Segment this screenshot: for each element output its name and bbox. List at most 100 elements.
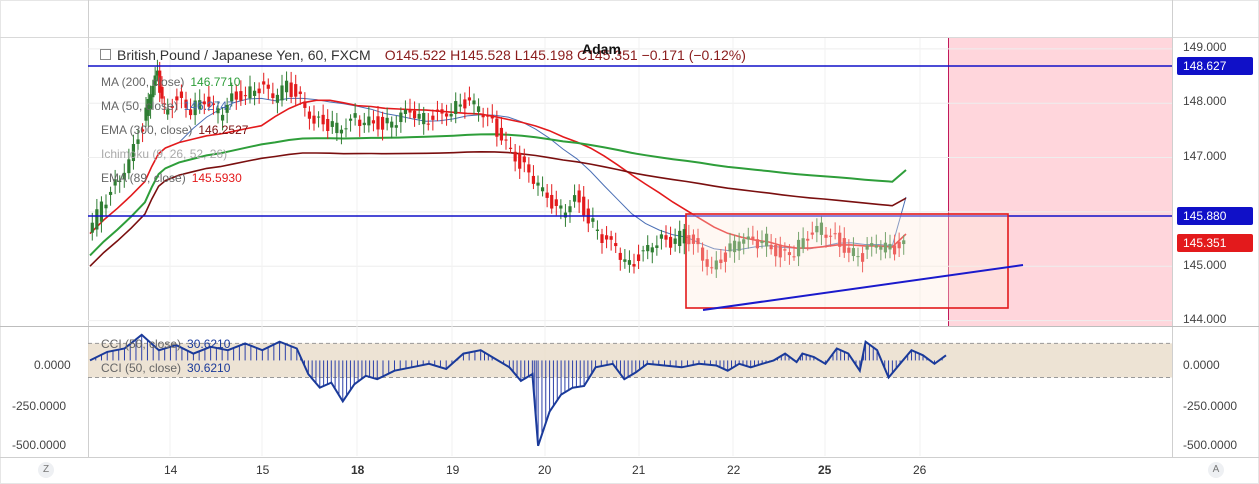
candle <box>527 157 531 183</box>
candle <box>239 80 243 106</box>
candle <box>531 165 536 190</box>
support-trendline[interactable] <box>702 264 1024 311</box>
candle <box>155 59 160 81</box>
indicator-ema300[interactable]: EMA (300, close) 146.2527 <box>101 123 249 137</box>
candle <box>202 93 206 115</box>
candle <box>641 245 645 262</box>
candle <box>118 175 122 193</box>
candle <box>819 215 824 246</box>
candle <box>216 101 220 124</box>
candle <box>522 148 526 173</box>
indicator-ma200[interactable]: MA (200, close) 146.7710 <box>101 75 241 89</box>
candle <box>796 231 801 267</box>
price-tag-upper: 148.627 <box>1177 57 1253 75</box>
candle <box>166 98 170 120</box>
candle <box>856 247 860 267</box>
candle <box>284 71 289 101</box>
candle <box>275 88 280 114</box>
x-tick: 15 <box>256 463 270 477</box>
candle <box>792 245 796 261</box>
candle <box>380 111 385 141</box>
candle <box>307 106 312 130</box>
candle <box>650 242 654 264</box>
candle <box>646 235 650 260</box>
future-zone <box>948 38 1172 326</box>
candle <box>865 237 869 260</box>
candle <box>412 101 417 127</box>
candle <box>463 92 467 119</box>
candle <box>783 242 787 261</box>
zoom-icon[interactable]: Z <box>38 462 54 478</box>
candle <box>842 227 846 258</box>
symbol-title: British Pound / Japanese Yen, 60, FXCM O1… <box>100 47 746 63</box>
cci-legend-2[interactable]: CCI (50, close) 30.6210 <box>101 361 231 375</box>
candle <box>179 84 184 109</box>
candle <box>810 221 814 240</box>
y-tick: 144.000 <box>1183 312 1227 326</box>
cci-y-tick: -500.0000 <box>1183 438 1238 452</box>
candle <box>353 103 357 126</box>
candle <box>385 107 389 131</box>
candle <box>326 109 330 139</box>
consolidation-rectangle[interactable] <box>685 213 1009 309</box>
candle <box>426 113 430 131</box>
candle <box>623 249 627 269</box>
candle <box>151 79 155 108</box>
candle <box>303 92 307 117</box>
cci-y-tick-left: -250.0000 <box>12 399 67 413</box>
candle <box>371 110 376 132</box>
candle <box>390 116 394 139</box>
x-tick: 25 <box>818 463 832 477</box>
candle <box>348 114 353 132</box>
candle <box>828 228 833 247</box>
indicator-ema89[interactable]: EMA (89, close) 145.5930 <box>101 171 242 185</box>
candle <box>495 110 499 147</box>
candle <box>435 100 440 122</box>
auto-scale-icon[interactable]: A <box>1208 462 1224 478</box>
candle <box>732 234 737 263</box>
candle <box>815 218 819 243</box>
candle <box>806 231 810 251</box>
candle <box>751 225 755 245</box>
candle <box>883 232 888 259</box>
candle <box>458 93 462 112</box>
indicator-ma50[interactable]: MA (50, close) 146.2747 <box>101 99 234 113</box>
candle <box>449 103 453 122</box>
candle <box>847 239 851 263</box>
indicator-ichimoku[interactable]: Ichimoku (9, 26, 52, 26) <box>101 147 228 161</box>
candle <box>99 196 104 233</box>
candle <box>148 85 153 119</box>
candle <box>714 251 718 278</box>
cci-y-tick-left: -500.0000 <box>12 438 67 452</box>
candle <box>687 224 691 252</box>
candle <box>252 82 257 106</box>
candle <box>742 233 746 255</box>
price-tag-last: 145.351 <box>1177 234 1253 252</box>
candle <box>127 148 131 180</box>
chart-author: Adam <box>582 41 621 57</box>
candle <box>188 98 193 120</box>
candle <box>705 249 709 276</box>
candle <box>499 117 504 145</box>
candle <box>774 238 778 267</box>
candle <box>408 98 412 119</box>
candle <box>728 232 732 258</box>
candle <box>403 100 408 123</box>
candle <box>136 128 140 151</box>
y-tick: 148.000 <box>1183 94 1227 108</box>
x-tick: 20 <box>538 463 552 477</box>
candle <box>90 212 94 241</box>
candle <box>140 123 145 143</box>
candle <box>851 237 856 262</box>
cci-legend-1[interactable]: CCI (50, close) 30.6210 <box>101 337 231 351</box>
candle <box>262 72 266 94</box>
candle <box>664 225 668 248</box>
collapse-icon[interactable] <box>100 49 111 60</box>
candle <box>211 95 216 115</box>
candle <box>504 131 508 150</box>
candle <box>248 75 252 104</box>
candle <box>289 71 293 104</box>
candle <box>144 97 148 127</box>
candle <box>175 88 179 111</box>
